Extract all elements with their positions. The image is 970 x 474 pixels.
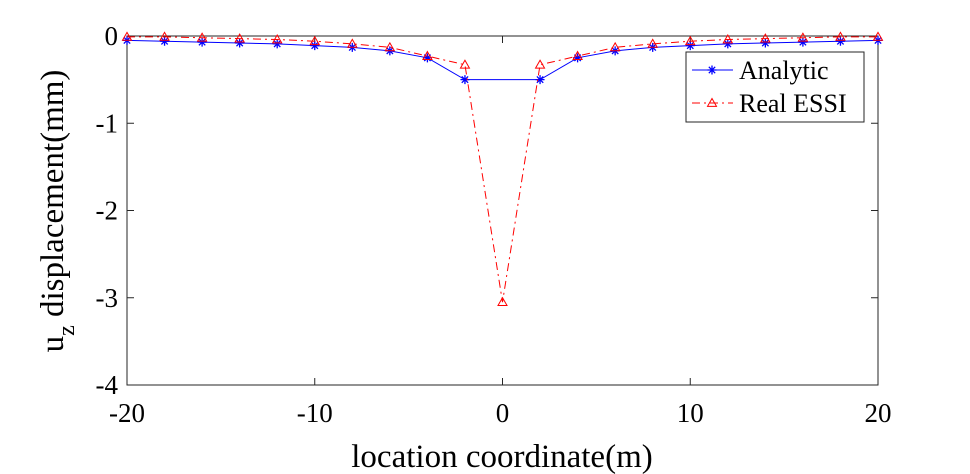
data-point xyxy=(572,50,583,60)
data-point xyxy=(121,31,133,41)
x-tick-label: 0 xyxy=(496,398,510,428)
y-axis-label: uz displacement(mm) xyxy=(35,70,80,353)
y-tick-label: -2 xyxy=(96,196,119,226)
data-point xyxy=(309,35,321,46)
data-point xyxy=(422,50,433,60)
data-point xyxy=(573,53,583,63)
y-tick-label: -4 xyxy=(96,370,119,400)
data-point xyxy=(609,41,621,52)
y-axis-label-main: u xyxy=(35,336,71,353)
series-real-essi xyxy=(121,31,884,306)
series-line xyxy=(126,39,879,81)
data-point xyxy=(497,296,508,306)
data-point xyxy=(722,33,734,44)
legend-box xyxy=(685,51,865,123)
data-point xyxy=(459,59,471,69)
data-point xyxy=(872,31,884,41)
data-point xyxy=(422,53,432,63)
data-point xyxy=(535,75,545,85)
series-layer xyxy=(121,31,884,306)
x-tick-label: -10 xyxy=(297,398,333,428)
data-point xyxy=(234,33,246,43)
data-point xyxy=(647,38,659,48)
data-point xyxy=(723,39,733,49)
legend-entry: Analytic xyxy=(692,56,829,85)
data-point xyxy=(460,75,470,85)
data-point xyxy=(835,31,846,41)
y-tick-label: -3 xyxy=(96,283,119,313)
data-point xyxy=(271,33,283,44)
x-axis-label: location coordinate(m) xyxy=(351,439,652,474)
y-tick-label: 0 xyxy=(105,21,119,51)
data-point xyxy=(384,41,396,52)
data-point xyxy=(235,38,245,48)
data-point xyxy=(684,35,696,46)
x-tick-label: -20 xyxy=(109,398,145,428)
data-point xyxy=(835,36,845,46)
data-point xyxy=(534,59,546,69)
axis-ticks: -20 -10 0 10 20 0 -1 -2 -3 -4 xyxy=(96,21,892,428)
series-line xyxy=(127,36,878,303)
y-axis-label-rest: displacement(mm) xyxy=(35,70,71,326)
data-point xyxy=(346,38,358,48)
data-point xyxy=(310,41,320,51)
data-point xyxy=(760,38,770,48)
legend-label: Analytic xyxy=(739,56,829,85)
legend: Analytic Real ESSI xyxy=(685,51,865,123)
y-axis-label-subscript: z xyxy=(54,325,80,336)
data-point xyxy=(160,36,170,46)
data-point xyxy=(272,39,282,49)
y-tick-label: -1 xyxy=(96,108,119,138)
data-point xyxy=(685,41,695,51)
legend-label: Real ESSI xyxy=(739,89,847,118)
data-point xyxy=(196,32,208,42)
legend-entry: Real ESSI xyxy=(692,89,847,118)
data-point xyxy=(197,37,207,47)
data-point xyxy=(707,65,717,75)
data-point xyxy=(798,37,808,47)
data-point xyxy=(797,32,809,42)
x-tick-label: 10 xyxy=(677,398,704,428)
data-point xyxy=(159,31,170,41)
data-point xyxy=(759,33,771,43)
data-point xyxy=(706,97,718,107)
x-tick-label: 20 xyxy=(865,398,892,428)
legend-entries: Analytic Real ESSI xyxy=(692,56,847,118)
